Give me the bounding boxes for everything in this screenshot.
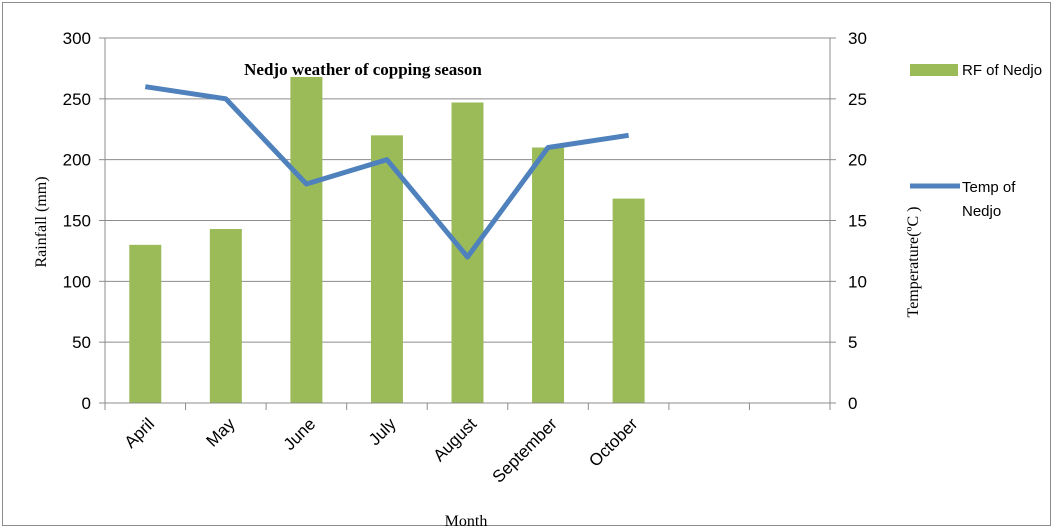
x-tick-label: October xyxy=(585,414,641,470)
rainfall-bar xyxy=(290,76,323,403)
y-tick-label: 50 xyxy=(72,333,91,352)
y2-tick-label: 10 xyxy=(848,272,867,291)
axes xyxy=(99,37,836,410)
rainfall-bar xyxy=(209,229,242,403)
rainfall-bar xyxy=(451,102,484,403)
legend-label-temperature-line2: Nedjo xyxy=(962,203,1001,220)
y2-tick-label: 5 xyxy=(848,333,857,352)
y-tick-label: 200 xyxy=(63,151,91,170)
legend-swatch-rainfall xyxy=(910,64,958,76)
rainfall-bar xyxy=(370,135,403,404)
y2-tick-label: 20 xyxy=(848,151,867,170)
x-tick-label: August xyxy=(429,414,480,465)
x-tick-label: July xyxy=(365,414,400,449)
y2-tick-label: 0 xyxy=(848,394,857,413)
x-axis-label: Month xyxy=(445,513,488,530)
y-axis-label: Rainfall (mm) xyxy=(33,176,50,267)
legend-label-temperature-line1: Temp of xyxy=(962,179,1016,196)
x-tick-label: June xyxy=(280,414,320,454)
bars xyxy=(129,76,645,404)
rainfall-bar xyxy=(129,244,162,403)
y-tick-label: 0 xyxy=(82,394,91,413)
y2-axis-label: Temperature(ºC ) xyxy=(905,207,922,318)
y-tick-label: 150 xyxy=(63,212,91,231)
y2-tick-label: 30 xyxy=(848,29,867,48)
y-tick-label: 100 xyxy=(63,272,91,291)
x-tick-label: September xyxy=(489,414,561,486)
legend: RF of Nedjo Temp of Nedjo xyxy=(910,62,1042,220)
y2-tick-label: 15 xyxy=(848,212,867,231)
temperature-line-layer xyxy=(144,84,629,260)
rainfall-bar xyxy=(612,198,645,403)
y-tick-label: 250 xyxy=(63,90,91,109)
x-tick-label: April xyxy=(121,414,158,451)
legend-label-rainfall: RF of Nedjo xyxy=(962,62,1042,79)
rainfall-bar xyxy=(532,147,565,403)
y2-tick-label: 25 xyxy=(848,90,867,109)
chart-title: Nedjo weather of copping season xyxy=(244,60,482,79)
x-tick-label: May xyxy=(203,414,239,450)
y-tick-label: 300 xyxy=(63,29,91,48)
